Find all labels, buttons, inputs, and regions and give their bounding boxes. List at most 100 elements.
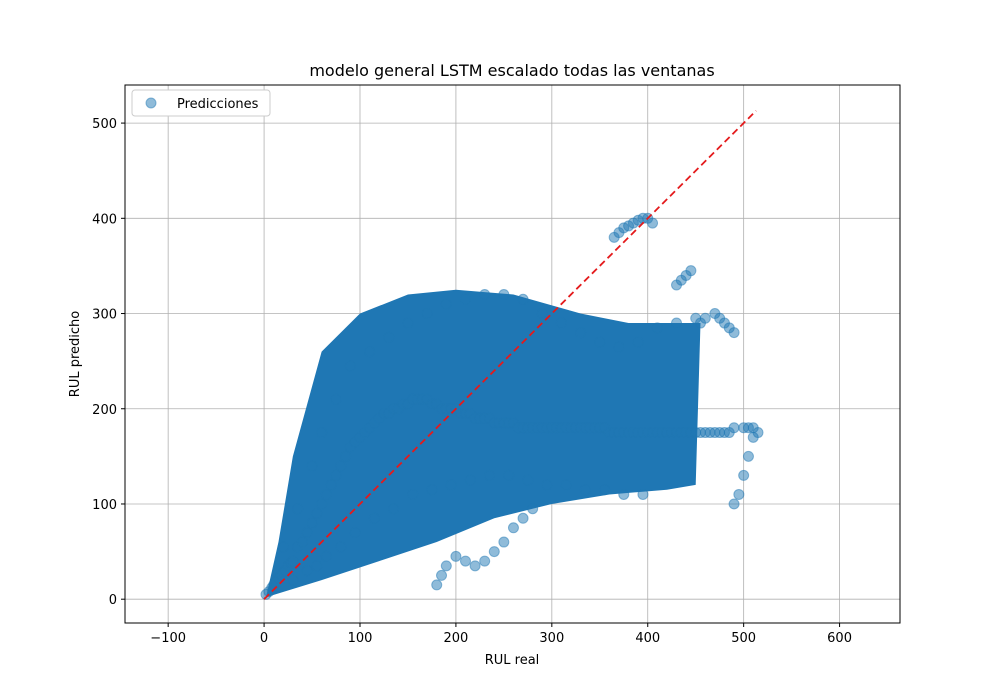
- scatter-point: [349, 527, 361, 539]
- x-tick-label: −100: [150, 631, 186, 646]
- scatter-point: [479, 555, 491, 567]
- scatter-point: [383, 331, 395, 343]
- scatter-point: [450, 550, 462, 562]
- identity-line: [263, 110, 757, 600]
- x-tick-label: 100: [348, 631, 373, 646]
- y-ticks: 0 100 200 300 400 500: [92, 117, 125, 608]
- y-tick-label: 300: [92, 308, 117, 323]
- x-tick-label: 200: [443, 631, 468, 646]
- scatter-point: [445, 479, 457, 491]
- scatter-point: [306, 517, 318, 529]
- legend-marker: [145, 97, 157, 109]
- scatter-point: [344, 360, 356, 372]
- scatter-point: [301, 565, 313, 577]
- scatter-point: [527, 503, 539, 515]
- scatter-point: [541, 479, 553, 491]
- scatter-point: [440, 560, 452, 572]
- scatter-point: [742, 450, 754, 462]
- scatter-point: [507, 522, 519, 534]
- y-tick-label: 500: [92, 117, 117, 132]
- scatter-point: [579, 484, 591, 496]
- scatter-point: [618, 488, 630, 500]
- scatter-point: [292, 503, 304, 515]
- scatter-point: [651, 322, 663, 334]
- scatter-point: [671, 317, 683, 329]
- scatter-point: [335, 460, 347, 472]
- scatter-point: [287, 555, 299, 567]
- scatter-point: [594, 336, 606, 348]
- scatter-point: [517, 293, 529, 305]
- scatter-point: [287, 574, 299, 586]
- scatter-point: [407, 488, 419, 500]
- scatter-point: [325, 479, 337, 491]
- scatter-point: [613, 341, 625, 353]
- scatter-point: [488, 546, 500, 558]
- scatter-point: [498, 288, 510, 300]
- scatter-point: [436, 569, 448, 581]
- scatter-point: [440, 298, 452, 310]
- x-axis-label: RUL real: [485, 653, 540, 668]
- scatter-point: [728, 498, 740, 510]
- scatter-point: [632, 336, 644, 348]
- scatter-point: [747, 431, 759, 443]
- scatter-point: [536, 308, 548, 320]
- scatter-point: [464, 474, 476, 486]
- scatter-point: [728, 327, 740, 339]
- scatter-point: [277, 541, 289, 553]
- scatter-point: [503, 469, 515, 481]
- x-ticks: −100 0 100 200 300 400 500 600: [150, 623, 852, 646]
- scatter-point: [728, 422, 740, 434]
- scatter-point: [699, 312, 711, 324]
- scatter-points: [260, 212, 764, 600]
- legend-label: Predicciones: [177, 97, 259, 112]
- x-tick-label: 500: [731, 631, 756, 646]
- scatter-point: [388, 503, 400, 515]
- scatter-point: [402, 317, 414, 329]
- scatter-point: [498, 536, 510, 548]
- scatter-point: [517, 512, 529, 524]
- scatter-point: [479, 288, 491, 300]
- scatter-point: [340, 450, 352, 462]
- scatter-point: [301, 527, 313, 539]
- scatter-density-region: [265, 289, 701, 598]
- x-tick-label: 600: [827, 631, 852, 646]
- scatter-point: [738, 469, 750, 481]
- y-tick-label: 100: [92, 498, 117, 513]
- scatter-point: [483, 469, 495, 481]
- scatter-point: [426, 484, 438, 496]
- scatter-point: [733, 488, 745, 500]
- scatter-point: [364, 346, 376, 358]
- y-tick-label: 0: [109, 593, 117, 608]
- y-axis-label: RUL predicho: [68, 311, 83, 397]
- scatter-point: [306, 460, 318, 472]
- scatter-point: [560, 479, 572, 491]
- scatter-point: [316, 427, 328, 439]
- scatter-point: [320, 550, 332, 562]
- legend-box: [131, 89, 271, 117]
- scatter-point: [555, 317, 567, 329]
- scatter-point: [311, 560, 323, 572]
- scatter-point: [460, 555, 472, 567]
- scatter-point: [685, 265, 697, 277]
- scatter-point: [330, 469, 342, 481]
- scatter-point: [330, 393, 342, 405]
- scatter-point: [368, 512, 380, 524]
- scatter-point: [311, 507, 323, 519]
- scatter-point: [335, 541, 347, 553]
- legend: Predicciones: [131, 89, 271, 117]
- scatter-point: [316, 498, 328, 510]
- scatter-point: [637, 488, 649, 500]
- x-tick-label: 400: [635, 631, 660, 646]
- x-tick-label: 300: [539, 631, 564, 646]
- scatter-point: [431, 579, 443, 591]
- y-tick-label: 200: [92, 403, 117, 418]
- scatter-point: [599, 484, 611, 496]
- plot-frame: [124, 84, 901, 624]
- scatter-point: [320, 488, 332, 500]
- scatter-point: [421, 308, 433, 320]
- reference-line: [263, 110, 757, 600]
- scatter-point: [296, 536, 308, 548]
- scatter-point: [460, 293, 472, 305]
